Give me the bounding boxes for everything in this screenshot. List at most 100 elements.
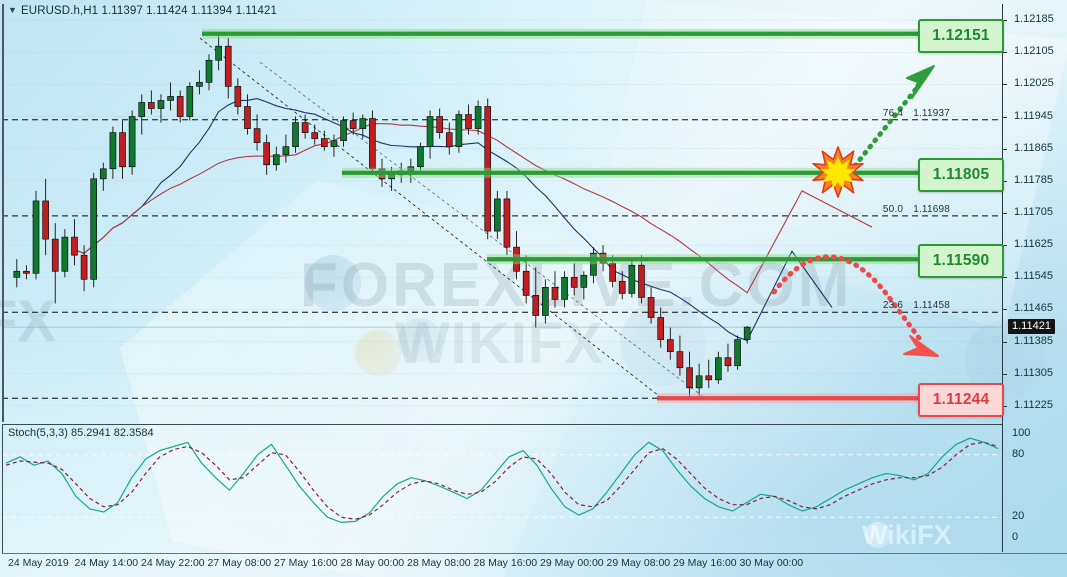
candlestick[interactable] — [176, 90, 184, 123]
starburst-icon — [812, 146, 864, 198]
candlestick[interactable] — [359, 114, 367, 139]
time-axis-label: 29 May 16:00 — [673, 557, 737, 569]
candlestick[interactable] — [715, 351, 722, 384]
candlestick[interactable] — [80, 245, 88, 292]
candlestick[interactable] — [590, 247, 597, 284]
candlestick[interactable] — [474, 100, 482, 135]
candlestick[interactable] — [301, 114, 309, 139]
price-gridlines — [2, 19, 1002, 407]
price-axis-tick-mark — [1002, 341, 1007, 343]
candlestick[interactable] — [638, 255, 645, 304]
candlestick[interactable] — [157, 94, 165, 123]
candlestick[interactable] — [657, 307, 665, 348]
candlestick[interactable] — [349, 112, 357, 135]
candlestick[interactable] — [119, 120, 126, 179]
candlestick[interactable] — [705, 359, 713, 388]
candlestick[interactable] — [253, 114, 261, 151]
time-axis-label: 29 May 08:00 — [606, 557, 671, 569]
price-axis-tick-mark — [1002, 116, 1007, 118]
candlestick[interactable] — [244, 94, 251, 135]
candlestick[interactable] — [32, 190, 40, 280]
candlestick[interactable] — [724, 343, 732, 372]
price-axis-tick: 1.12025 — [1014, 77, 1054, 90]
candlestick[interactable] — [311, 124, 319, 145]
candlestick[interactable] — [272, 146, 280, 171]
candlestick[interactable] — [551, 271, 559, 308]
candlestick[interactable] — [369, 110, 376, 175]
candlestick[interactable] — [138, 94, 146, 135]
candlestick[interactable] — [561, 271, 568, 308]
candlestick[interactable] — [426, 110, 434, 159]
candlestick[interactable] — [734, 335, 741, 370]
candlestick[interactable] — [215, 33, 222, 71]
candlestick[interactable] — [570, 263, 578, 296]
candlestick[interactable] — [99, 162, 107, 191]
chevron-down-icon[interactable]: ▼ — [8, 5, 18, 15]
price-axis-tick: 1.11545 — [1014, 270, 1053, 283]
candlestick[interactable] — [493, 190, 501, 240]
candlestick[interactable] — [90, 172, 98, 288]
candlestick[interactable] — [167, 82, 174, 111]
candlestick[interactable] — [13, 259, 21, 288]
price-axis-tick: 1.11625 — [1014, 238, 1053, 251]
candlestick[interactable] — [61, 229, 69, 278]
candlestick[interactable] — [465, 104, 472, 135]
candlestick[interactable] — [676, 335, 684, 376]
candlestick-series[interactable] — [13, 33, 751, 399]
candlestick[interactable] — [42, 178, 49, 256]
candlestick[interactable] — [321, 130, 328, 151]
fib-price: 1.11937 — [913, 107, 950, 119]
candlestick[interactable] — [542, 279, 549, 324]
candlestick[interactable] — [205, 54, 213, 91]
price-axis[interactable]: 1.12185 1.12105 1.12025 1.11945 1.11865 1.117… — [1002, 4, 1067, 552]
candlestick[interactable] — [532, 267, 540, 328]
candlestick[interactable] — [417, 142, 424, 173]
moving-average-lines — [74, 98, 873, 342]
price-axis-tick: 1.11465 — [1014, 302, 1053, 315]
candlestick[interactable] — [695, 363, 703, 396]
candlestick[interactable] — [71, 219, 78, 266]
time-axis-label: 27 May 16:00 — [274, 557, 338, 569]
candlestick[interactable] — [224, 38, 232, 99]
stochastic-pane[interactable] — [2, 424, 1002, 552]
candlestick[interactable] — [455, 110, 463, 153]
candlestick[interactable] — [686, 351, 693, 399]
candlestick[interactable] — [292, 116, 299, 153]
candlestick[interactable] — [186, 82, 194, 121]
candlestick[interactable] — [484, 98, 492, 240]
candlestick[interactable] — [436, 108, 443, 139]
level-flag-support-mid[interactable]: 1.11590 — [918, 244, 1004, 279]
candlestick[interactable] — [196, 70, 203, 95]
candlestick[interactable] — [618, 271, 626, 300]
candlestick[interactable] — [503, 190, 511, 256]
candlestick[interactable] — [109, 126, 117, 179]
candlestick[interactable] — [522, 255, 530, 304]
candlestick[interactable] — [580, 271, 588, 300]
candlestick[interactable] — [628, 259, 636, 298]
time-axis[interactable]: 24 May 2019 24 May 14:00 24 May 22:00 27 Ma… — [2, 554, 1067, 577]
price-chart-pane[interactable] — [2, 4, 1002, 422]
price-axis-tick-mark — [1002, 373, 1007, 375]
candlestick[interactable] — [647, 287, 655, 324]
price-axis-tick-mark — [1002, 52, 1007, 54]
candlestick[interactable] — [51, 223, 59, 304]
fibonacci-label: 76.4 1.11937 — [883, 108, 950, 119]
candlestick[interactable] — [340, 116, 347, 147]
candlestick[interactable] — [445, 122, 453, 155]
candlestick[interactable] — [23, 265, 30, 280]
level-flag-support-bottom[interactable]: 1.11244 — [918, 383, 1004, 418]
candlestick[interactable] — [666, 327, 674, 360]
candlestick[interactable] — [263, 134, 271, 175]
candlestick[interactable] — [148, 90, 155, 115]
candlestick[interactable] — [234, 78, 242, 115]
level-flag-resistance-top[interactable]: 1.12151 — [918, 18, 1004, 53]
candlestick[interactable] — [128, 110, 136, 175]
level-flag-resistance-mid[interactable]: 1.11805 — [918, 157, 1004, 192]
support-resistance-lines[interactable] — [202, 28, 922, 404]
time-axis-label: 29 May 00:00 — [540, 557, 604, 569]
candlestick[interactable] — [282, 134, 290, 163]
stochastic-axis-tick: 20 — [1012, 510, 1025, 523]
candlestick[interactable] — [330, 134, 338, 157]
candlestick[interactable] — [743, 325, 751, 344]
